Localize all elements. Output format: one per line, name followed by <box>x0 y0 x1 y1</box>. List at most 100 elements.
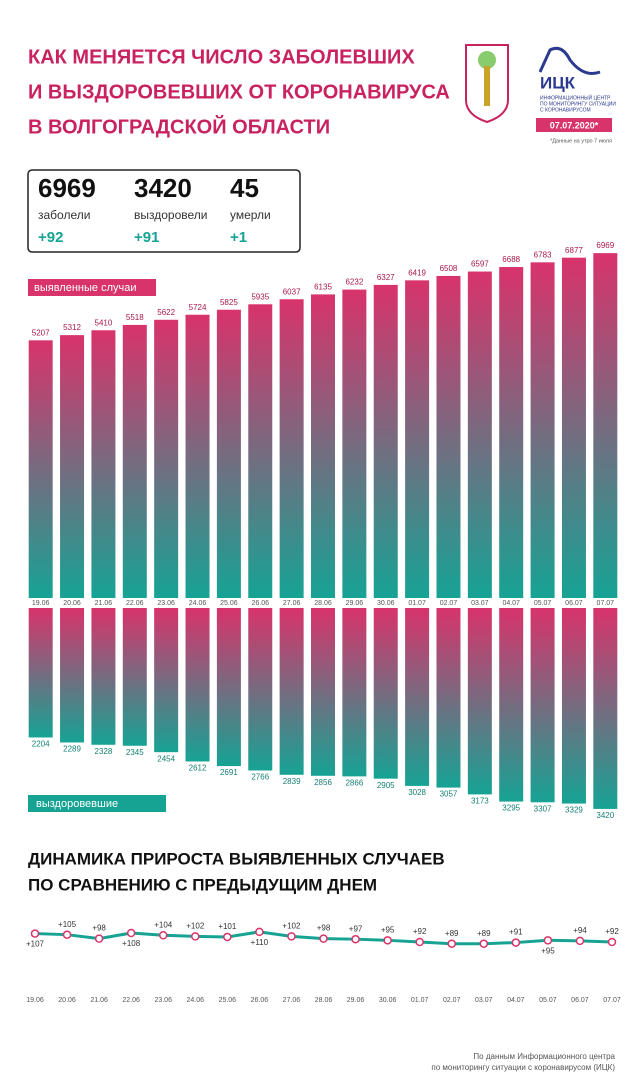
value-label: 5518 <box>126 313 144 322</box>
value-label: 5724 <box>189 303 207 312</box>
bar <box>405 280 430 598</box>
date-label: 20.06 <box>58 997 76 1004</box>
marker <box>351 934 360 944</box>
date-label: 04.07 <box>502 600 520 607</box>
value-label: +91 <box>509 928 523 937</box>
value-label: +89 <box>477 929 491 938</box>
value-label: 6419 <box>408 268 426 277</box>
date-label: 03.07 <box>471 600 489 607</box>
marker <box>511 938 521 947</box>
bar <box>499 267 524 598</box>
series-label: выздоровевшие <box>36 798 118 810</box>
bar <box>530 608 555 803</box>
date-label: 22.06 <box>122 997 140 1004</box>
date-label: 19.06 <box>26 997 44 1004</box>
section-title: ПО СРАВНЕНИЮ С ПРЕДЫДУЩИМ ДНЕМ <box>28 875 377 894</box>
marker <box>319 934 328 943</box>
value-label: 3028 <box>408 788 426 797</box>
value-label: 6969 <box>596 241 614 250</box>
marker <box>287 932 296 941</box>
value-label: 2454 <box>157 754 175 763</box>
bar <box>60 335 85 598</box>
bar <box>593 608 618 809</box>
bar <box>593 253 618 598</box>
value-label: 3295 <box>502 804 520 813</box>
value-label: 6327 <box>377 273 395 282</box>
value-label: +98 <box>92 924 106 933</box>
bar <box>91 330 116 598</box>
date-label: 03.07 <box>475 997 493 1004</box>
stat-value: 6969 <box>38 173 96 203</box>
date-label: 06.07 <box>571 997 589 1004</box>
stat-change: +91 <box>134 229 159 246</box>
date-label: 22.06 <box>126 600 144 607</box>
bar <box>248 304 273 598</box>
bar <box>405 608 430 786</box>
date-label: 21.06 <box>95 600 113 607</box>
bar <box>342 608 367 777</box>
date-note: *Данные на утро 7 июля <box>550 138 612 144</box>
bar <box>373 608 398 779</box>
marker <box>62 930 72 939</box>
value-label: +97 <box>349 924 363 933</box>
value-label: +107 <box>26 940 45 949</box>
value-label: +101 <box>218 922 237 931</box>
date-label: 30.06 <box>379 997 397 1004</box>
marker <box>191 932 200 941</box>
bar <box>185 608 210 762</box>
bar <box>311 608 335 776</box>
stat-label: умерли <box>230 208 271 222</box>
value-label: 5935 <box>251 292 269 301</box>
bar <box>154 319 179 598</box>
date-label: 24.06 <box>189 600 207 607</box>
value-label: 5207 <box>32 328 50 337</box>
value-label: +108 <box>122 939 141 948</box>
value-label: 6508 <box>440 264 458 273</box>
value-label: 5312 <box>63 323 81 332</box>
value-label: 3420 <box>596 811 614 820</box>
marker <box>607 937 617 947</box>
marker <box>158 931 168 940</box>
value-label: 3329 <box>565 806 583 815</box>
bar <box>279 299 304 598</box>
date-label: 26.06 <box>251 997 269 1004</box>
value-label: 2691 <box>220 768 238 777</box>
footer: по мониторингу ситуации с коронавирусом … <box>431 1063 615 1072</box>
value-label: 5825 <box>220 298 238 307</box>
date-label: 21.06 <box>90 997 108 1004</box>
value-label: 2612 <box>189 764 207 773</box>
title-line: КАК МЕНЯЕТСЯ ЧИСЛО ЗАБОЛЕВШИХ <box>28 46 415 68</box>
value-label: +105 <box>58 920 77 929</box>
marker <box>415 937 424 947</box>
date-label: 07.07 <box>597 600 615 607</box>
date-label: 04.07 <box>507 997 525 1004</box>
date-label: 29.06 <box>347 997 365 1004</box>
date-label: 24.06 <box>187 997 205 1004</box>
value-label: +95 <box>541 946 555 955</box>
value-label: +104 <box>154 920 173 929</box>
stat-value: 45 <box>230 173 259 203</box>
bar <box>279 608 304 775</box>
title-line: И ВЫЗДОРОВЕВШИХ ОТ КОРОНАВИРУСА <box>28 81 450 103</box>
bar <box>311 294 335 598</box>
value-label: 6688 <box>502 255 520 264</box>
value-label: 3057 <box>440 790 458 799</box>
value-label: 6783 <box>534 250 552 259</box>
value-label: +92 <box>605 927 619 936</box>
logo-caption: ИНФОРМАЦИОННЫЙ ЦЕНТР <box>540 93 611 101</box>
value-label: 2856 <box>314 778 332 787</box>
date-label: 05.07 <box>539 997 557 1004</box>
label-badge <box>28 279 156 296</box>
bar <box>28 340 53 598</box>
date-label: 23.06 <box>154 997 172 1004</box>
date-badge <box>536 118 612 132</box>
stats-box <box>27 169 301 253</box>
title-line: В ВОЛГОГРАДСКОЙ ОБЛАСТИ <box>28 114 330 138</box>
value-label: +92 <box>413 927 427 936</box>
bar <box>561 608 586 804</box>
series-label: выявленные случаи <box>34 282 136 294</box>
marker <box>223 932 232 942</box>
logo-caption: С КОРОНАВИРУСОМ <box>540 107 591 113</box>
